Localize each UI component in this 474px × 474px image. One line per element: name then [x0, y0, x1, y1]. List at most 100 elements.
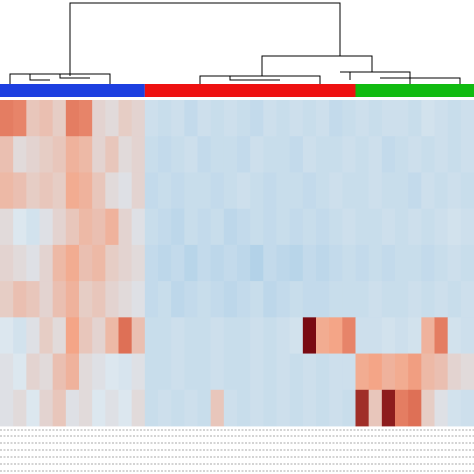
heatmap-cell [447, 353, 462, 391]
heatmap-cell [250, 317, 264, 354]
heatmap-cell [421, 244, 435, 282]
heatmap-cell [118, 100, 133, 137]
heatmap-cell [460, 136, 474, 173]
heatmap-cell [171, 244, 185, 282]
heatmap-cell [263, 172, 277, 210]
heatmap-cell [210, 353, 225, 391]
heatmap-cell [118, 281, 133, 318]
heatmap-cell [395, 136, 409, 173]
heatmap-cell [355, 317, 370, 354]
heatmap-cell [26, 172, 40, 210]
heatmap-cell [368, 281, 383, 318]
heatmap-cell [131, 389, 146, 427]
heatmap-cell [250, 389, 264, 427]
heatmap-cell [65, 244, 80, 282]
heatmap-cell [368, 389, 383, 427]
heatmap-cell [131, 281, 146, 318]
heatmap-cell [223, 208, 238, 246]
heatmap-cell [26, 136, 40, 173]
heatmap-cell [52, 136, 67, 173]
heatmap-cell [13, 136, 27, 173]
heatmap-cell [158, 353, 172, 391]
heatmap-cell [79, 208, 93, 246]
heatmap-cell [13, 317, 27, 354]
heatmap-cell [79, 389, 93, 427]
heatmap-cell [105, 353, 119, 391]
heatmap-cell [289, 172, 304, 210]
heatmap-cell [65, 389, 80, 427]
heatmap-cell [381, 353, 396, 391]
heatmap-cell [171, 172, 185, 210]
heatmap-cell [355, 100, 370, 137]
heatmap-cell [79, 281, 93, 318]
heatmap-cell [250, 353, 264, 391]
heatmap-cell [131, 353, 146, 391]
heatmap-cell [355, 244, 370, 282]
heatmap-cell [263, 317, 277, 354]
heatmap-cell [355, 389, 370, 427]
heatmap-cell [302, 353, 317, 391]
heatmap-cell [26, 317, 40, 354]
heatmap-cell [434, 244, 449, 282]
heatmap-cell [197, 389, 212, 427]
heatmap-cell [250, 208, 264, 246]
heatmap-cell [421, 172, 435, 210]
heatmap-cell [105, 172, 119, 210]
heatmap-cell [0, 172, 14, 210]
heatmap-cell [329, 389, 343, 427]
heatmap-cell [92, 281, 106, 318]
group-segment [144, 84, 356, 97]
heatmap-cell [65, 172, 80, 210]
heatmap-cell [210, 244, 225, 282]
heatmap-cell [381, 317, 396, 354]
heatmap-cell [289, 244, 304, 282]
heatmap-cell [184, 100, 198, 137]
heatmap-cell [39, 389, 54, 427]
heatmap-cell [92, 244, 106, 282]
heatmap-cell [421, 389, 435, 427]
heatmap-cell [223, 100, 238, 137]
heatmap-cell [144, 100, 159, 137]
heatmap-cell [302, 389, 317, 427]
heatmap-cell [184, 208, 198, 246]
heatmap-cell [302, 136, 317, 173]
heatmap-cell [316, 136, 330, 173]
heatmap-cell [26, 208, 40, 246]
heatmap-cell [447, 244, 462, 282]
heatmap-cell [460, 244, 474, 282]
group-segment [355, 84, 474, 97]
heatmap-cell [158, 136, 172, 173]
heatmap-cell [263, 100, 277, 137]
heatmap-cell [316, 208, 330, 246]
heatmap-cell [355, 172, 370, 210]
heatmap-cell [39, 136, 54, 173]
heatmap-cell [39, 172, 54, 210]
heatmap-cell [237, 172, 251, 210]
heatmap-cell [144, 389, 159, 427]
dendrogram-branch [69, 2, 341, 76]
heatmap-cell [184, 281, 198, 318]
heatmap-cell [26, 281, 40, 318]
heatmap-cell [171, 317, 185, 354]
heatmap-cell [381, 389, 396, 427]
heatmap-cell [447, 100, 462, 137]
heatmap-cell [408, 244, 422, 282]
heatmap-cell [118, 353, 133, 391]
heatmap-cell [408, 136, 422, 173]
heatmap-cell [92, 136, 106, 173]
heatmap-cell [434, 353, 449, 391]
heatmap-cell [460, 353, 474, 391]
heatmap-cell [184, 136, 198, 173]
heatmap-cell [13, 389, 27, 427]
heatmap-cell [355, 208, 370, 246]
heatmap-cell [79, 100, 93, 137]
heatmap-cell [355, 281, 370, 318]
heatmap-cell [144, 244, 159, 282]
heatmap-cell [105, 317, 119, 354]
heatmap-cell [144, 172, 159, 210]
heatmap-cell [223, 281, 238, 318]
heatmap-cell [105, 136, 119, 173]
heatmap-cell [197, 317, 212, 354]
heatmap-cell [0, 136, 14, 173]
